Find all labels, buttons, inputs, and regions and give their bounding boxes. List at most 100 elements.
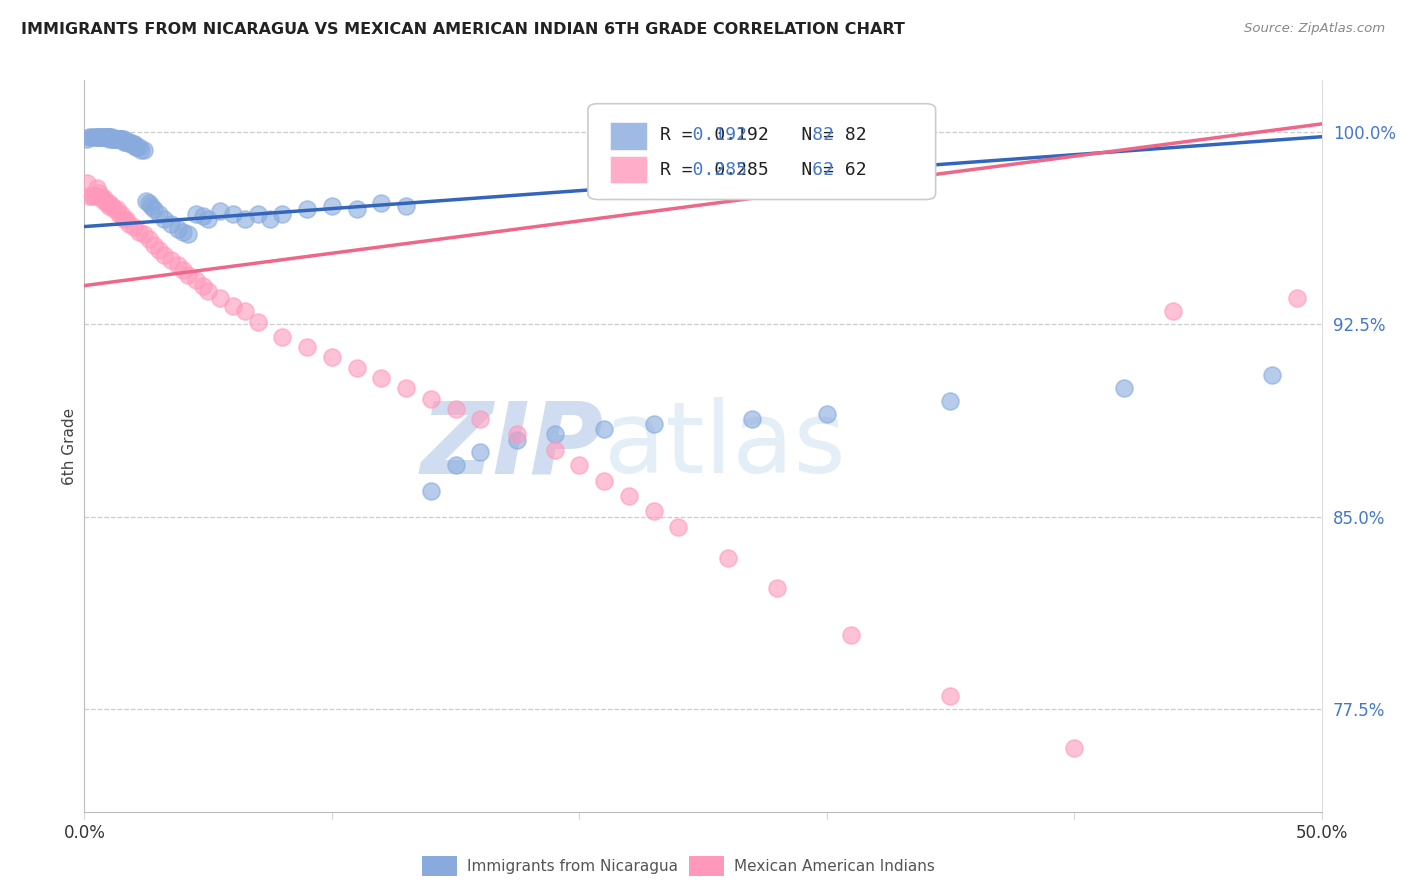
Point	[110, 132, 132, 146]
Point	[152, 211, 174, 226]
Point	[593, 422, 616, 436]
Point	[122, 219, 145, 234]
Point	[93, 194, 115, 208]
Point	[128, 140, 150, 154]
Point	[543, 427, 565, 442]
Point	[419, 483, 441, 498]
Point	[259, 211, 281, 226]
Point	[246, 314, 269, 328]
Point	[86, 188, 108, 202]
Point	[939, 394, 962, 409]
Point	[83, 188, 105, 202]
Point	[177, 268, 200, 283]
Point	[815, 407, 838, 421]
Point	[90, 191, 112, 205]
Point	[98, 199, 121, 213]
Point	[209, 292, 232, 306]
Point	[222, 207, 245, 221]
Point	[321, 351, 343, 365]
Point	[841, 627, 863, 641]
Point	[129, 143, 152, 157]
Point	[1161, 304, 1184, 318]
Point	[135, 194, 157, 208]
Point	[105, 132, 128, 146]
Point	[110, 132, 132, 146]
Point	[1261, 368, 1284, 383]
Point	[112, 211, 135, 226]
Point	[197, 211, 219, 226]
Text: Source: ZipAtlas.com: Source: ZipAtlas.com	[1244, 22, 1385, 36]
Text: 0.192      82: 0.192 82	[659, 126, 834, 145]
Point	[118, 135, 141, 149]
Point	[271, 330, 294, 344]
Point	[191, 209, 214, 223]
Point	[766, 582, 789, 596]
Point	[184, 273, 207, 287]
Point	[1285, 292, 1308, 306]
Text: R =  0.285   N = 62: R = 0.285 N = 62	[659, 161, 866, 178]
Point	[98, 129, 121, 144]
Point	[152, 248, 174, 262]
Point	[105, 202, 128, 216]
Point	[643, 417, 665, 432]
Point	[80, 129, 103, 144]
Point	[142, 202, 165, 216]
Point	[395, 199, 418, 213]
Point	[93, 129, 115, 144]
Point	[568, 458, 591, 473]
Point	[543, 442, 565, 457]
Point	[86, 129, 108, 144]
Point	[506, 427, 529, 442]
Point	[122, 137, 145, 152]
Point	[118, 217, 141, 231]
FancyBboxPatch shape	[588, 103, 935, 200]
Point	[444, 401, 467, 416]
Text: Immigrants from Nicaragua: Immigrants from Nicaragua	[467, 859, 678, 873]
Point	[370, 371, 392, 385]
Point	[76, 132, 98, 146]
Point	[98, 129, 121, 144]
Point	[666, 520, 689, 534]
Point	[233, 211, 256, 226]
Point	[76, 176, 98, 190]
Point	[470, 412, 492, 426]
Point	[120, 137, 142, 152]
Point	[470, 445, 492, 459]
Point	[741, 412, 763, 426]
Point	[1063, 740, 1085, 755]
Point	[108, 132, 131, 146]
Point	[103, 132, 125, 146]
Point	[110, 132, 132, 146]
Point	[98, 196, 121, 211]
Point	[100, 199, 122, 213]
Point	[110, 207, 132, 221]
Point	[93, 191, 115, 205]
Point	[160, 217, 183, 231]
Point	[209, 204, 232, 219]
Point	[160, 252, 183, 267]
Point	[98, 132, 121, 146]
Point	[167, 222, 190, 236]
Point	[122, 137, 145, 152]
Text: 0.285      62: 0.285 62	[659, 161, 834, 178]
Point	[643, 504, 665, 518]
Point	[132, 227, 155, 242]
Point	[115, 135, 138, 149]
Point	[112, 132, 135, 146]
Point	[142, 237, 165, 252]
Point	[103, 132, 125, 146]
Point	[132, 143, 155, 157]
Point	[89, 186, 111, 201]
Point	[112, 135, 135, 149]
Point	[197, 284, 219, 298]
FancyBboxPatch shape	[610, 122, 647, 150]
Text: atlas: atlas	[605, 398, 845, 494]
Point	[98, 129, 121, 144]
Point	[108, 207, 131, 221]
Point	[138, 232, 160, 246]
Point	[89, 129, 111, 144]
Point	[89, 129, 111, 144]
Point	[118, 135, 141, 149]
Y-axis label: 6th Grade: 6th Grade	[62, 408, 77, 484]
Point	[96, 129, 118, 144]
